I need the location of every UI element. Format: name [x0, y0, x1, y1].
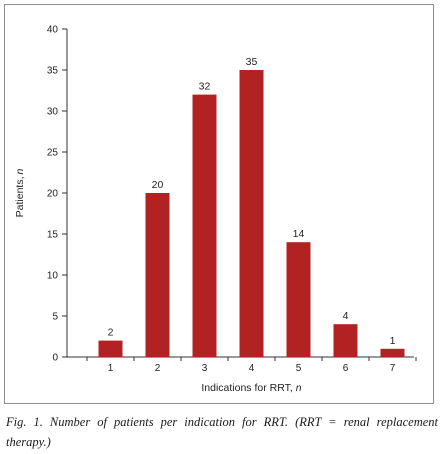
x-tick-label: 1	[108, 363, 114, 374]
x-tick-label: 4	[249, 363, 255, 374]
y-tick-label: 30	[47, 107, 59, 118]
bar	[192, 94, 217, 357]
bar	[380, 348, 405, 357]
data-label: 2	[108, 327, 114, 339]
x-tick-label: 3	[202, 363, 208, 374]
data-label: 14	[293, 228, 305, 240]
bar-chart: 0 5 10 15 20 25 30 35 40 1 2 3 4 5 6 7 2 20 32 35 14 4 1 Pati…	[14, 25, 417, 394]
y-tick-label: 15	[47, 230, 59, 241]
data-label: 20	[152, 179, 164, 191]
bar-series	[98, 70, 405, 357]
y-tick-label: 10	[47, 271, 59, 282]
y-axis-title: Patients,n	[14, 168, 26, 217]
data-label: 1	[390, 335, 396, 347]
y-tick-label: 25	[47, 148, 59, 159]
data-label: 35	[246, 56, 258, 68]
bar	[239, 70, 264, 357]
data-label: 4	[343, 310, 349, 322]
y-tick-label: 20	[47, 189, 59, 200]
y-tick-label: 35	[47, 66, 59, 77]
x-tick-label: 7	[390, 363, 396, 374]
figure-caption: Fig. 1. Number of patients per indicatio…	[6, 415, 438, 449]
data-label: 32	[199, 81, 211, 93]
y-tick-label: 40	[47, 25, 59, 36]
y-tick-label: 0	[52, 353, 58, 364]
chart-frame	[4, 4, 434, 404]
x-tick-label: 2	[155, 363, 161, 374]
data-labels: 2 20 32 35 14 4 1	[108, 56, 396, 347]
y-tick-label: 5	[52, 312, 58, 323]
chart-axes: 0 5 10 15 20 25 30 35 40 1 2 3 4 5 6 7	[47, 25, 417, 374]
bar	[333, 324, 358, 357]
bar	[286, 242, 311, 357]
x-axis-title: Indications for RRT, n	[201, 382, 301, 394]
x-tick-label: 6	[343, 363, 349, 374]
x-tick-label: 5	[296, 363, 302, 374]
bar	[145, 193, 170, 357]
bar	[98, 340, 123, 357]
